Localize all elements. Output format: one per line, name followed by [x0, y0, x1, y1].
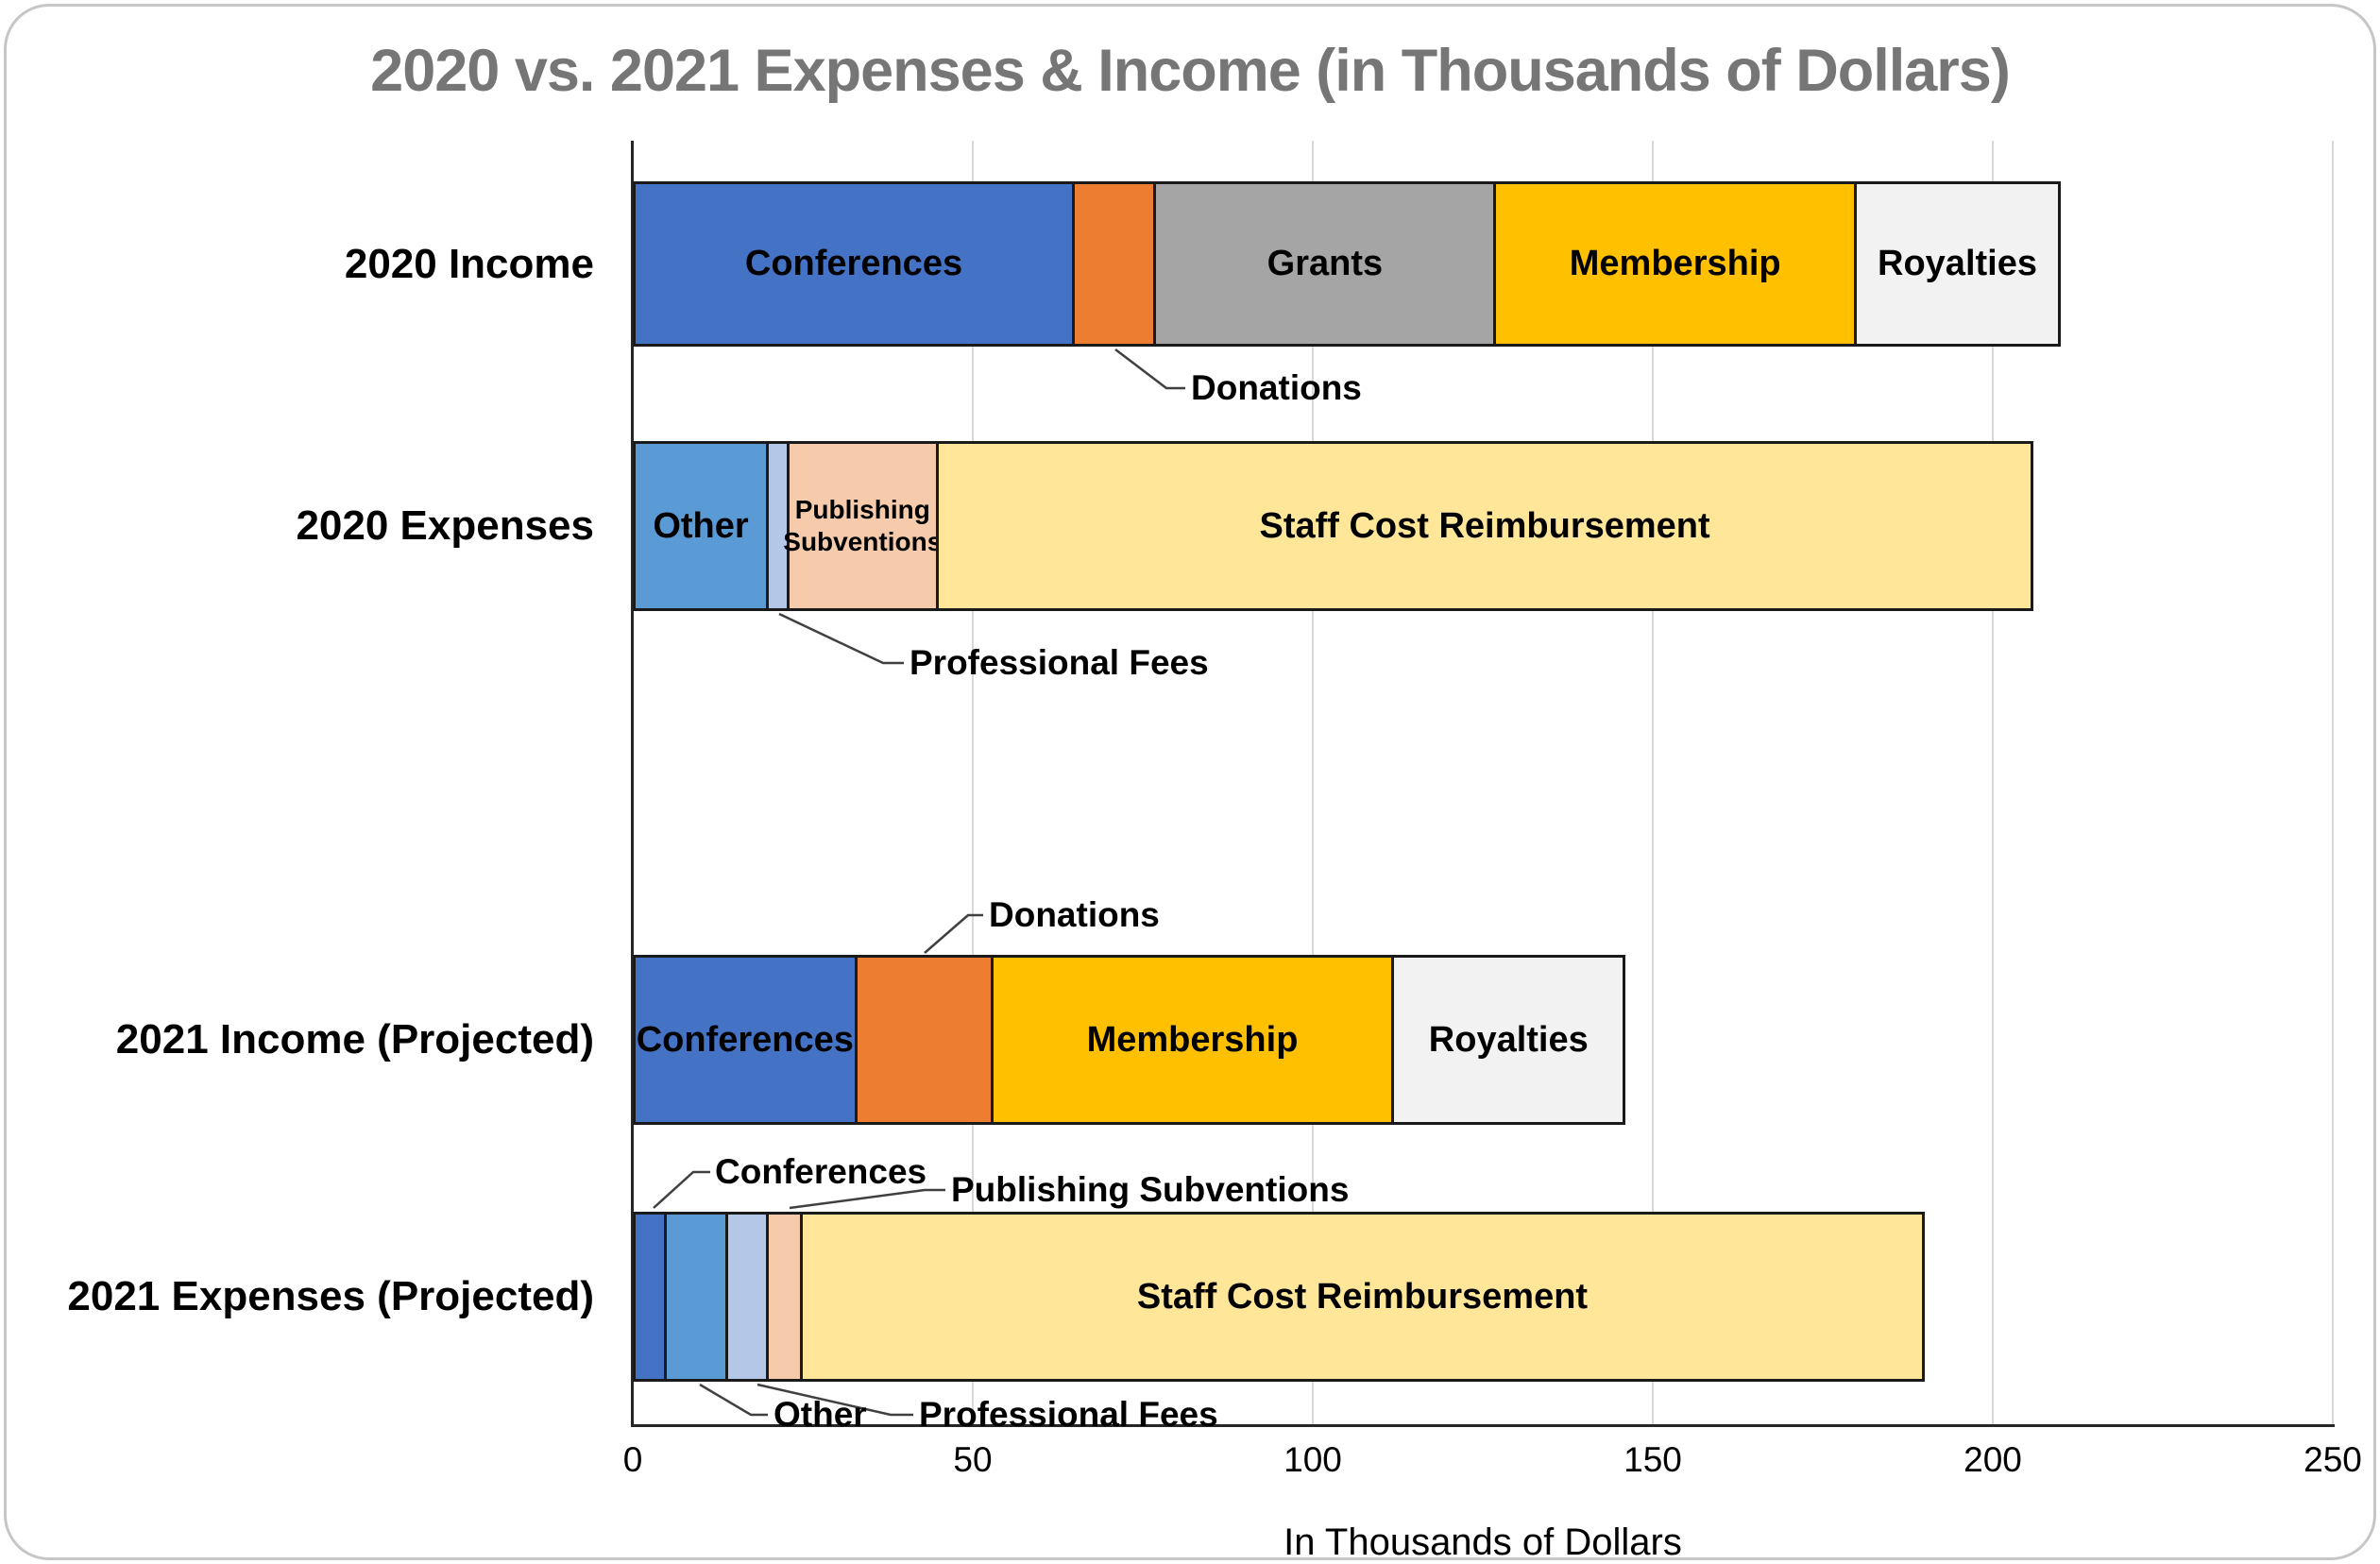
segment-label: Other [653, 505, 749, 546]
segment-label: Membership [1086, 1019, 1299, 1060]
category-label-2020-income: 2020 Income [344, 240, 594, 287]
x-axis-title: In Thousands of Dollars [1284, 1522, 1682, 1560]
callout-label-other-5: Other [774, 1395, 867, 1434]
segment-label: Conferences [636, 1019, 854, 1060]
bar-segment-2020-income-royalties: Royalties [1854, 181, 2061, 347]
bar-segment-2021-income-projected-conferences: Conferences [633, 955, 858, 1125]
x-tick-label-50: 50 [953, 1440, 993, 1479]
bar-segment-2021-income-projected-royalties: Royalties [1391, 955, 1626, 1125]
x-axis-line [631, 1424, 2335, 1427]
segment-label: Publishing Subventions [783, 495, 943, 556]
bar-segment-2020-expenses-other: Other [633, 441, 769, 611]
segment-label: Royalties [1878, 244, 2037, 283]
gridline-200 [1992, 141, 1994, 1425]
x-tick-label-100: 100 [1284, 1440, 1342, 1479]
category-label-2021-income-projected: 2021 Income (Projected) [115, 1016, 594, 1062]
y-axis-line [631, 141, 634, 1425]
bar-segment-2020-income-membership: Membership [1493, 181, 1857, 347]
bar-segment-2021-expenses-projected-publishing-subventions [766, 1212, 803, 1382]
gridline-150 [1652, 141, 1654, 1425]
bar-segment-2020-income-conferences: Conferences [633, 181, 1075, 347]
x-tick-label-0: 0 [622, 1440, 643, 1479]
chart-title: 2020 vs. 2021 Expenses & Income (in Thou… [370, 38, 2011, 104]
bar-segment-2020-expenses-staff-cost-reimbursement: Staff Cost Reimbursement [936, 441, 2034, 611]
bar-segment-2020-expenses-publishing-subventions: Publishing Subventions [783, 441, 942, 611]
category-label-2021-expenses-projected: 2021 Expenses (Projected) [67, 1273, 594, 1319]
callout-label-publishing-subventions-4: Publishing Subventions [951, 1170, 1350, 1209]
segment-label: Membership [1569, 244, 1781, 283]
bar-segment-2020-income-donations [1072, 181, 1157, 347]
gridline-50 [972, 141, 974, 1425]
category-label-2020-expenses: 2020 Expenses [296, 502, 594, 549]
bar-segment-2021-income-projected-membership: Membership [990, 955, 1395, 1125]
bar-segment-2021-income-projected-donations [854, 955, 994, 1125]
segment-label: Grants [1266, 244, 1384, 283]
x-tick-label-150: 150 [1624, 1440, 1682, 1479]
gridline-250 [2332, 141, 2334, 1425]
segment-label: Staff Cost Reimbursement [1259, 505, 1710, 546]
segment-label: Conferences [744, 244, 963, 283]
bar-segment-2021-expenses-projected-professional-fees [724, 1212, 769, 1382]
x-tick-label-200: 200 [1964, 1440, 2022, 1479]
bar-segment-2021-expenses-projected-other [664, 1212, 728, 1382]
bar-segment-2021-expenses-projected-staff-cost-reimbursement: Staff Cost Reimbursement [800, 1212, 1925, 1382]
x-tick-label-250: 250 [2304, 1440, 2362, 1479]
callout-label-professional-fees-1: Professional Fees [910, 643, 1209, 682]
segment-label: Staff Cost Reimbursement [1136, 1276, 1589, 1317]
chart-area: 2020 vs. 2021 Expenses & Income (in Thou… [4, 4, 2376, 1560]
gridline-100 [1312, 141, 1314, 1425]
callout-label-conferences-3: Conferences [715, 1152, 927, 1191]
segment-label: Royalties [1428, 1019, 1589, 1060]
bar-segment-2021-expenses-projected-conferences [633, 1212, 667, 1382]
callout-label-donations-2: Donations [989, 895, 1160, 934]
callout-label-donations-0: Donations [1191, 368, 1362, 407]
callout-label-professional-fees-6: Professional Fees [919, 1395, 1218, 1434]
bar-segment-2020-income-grants: Grants [1153, 181, 1497, 347]
